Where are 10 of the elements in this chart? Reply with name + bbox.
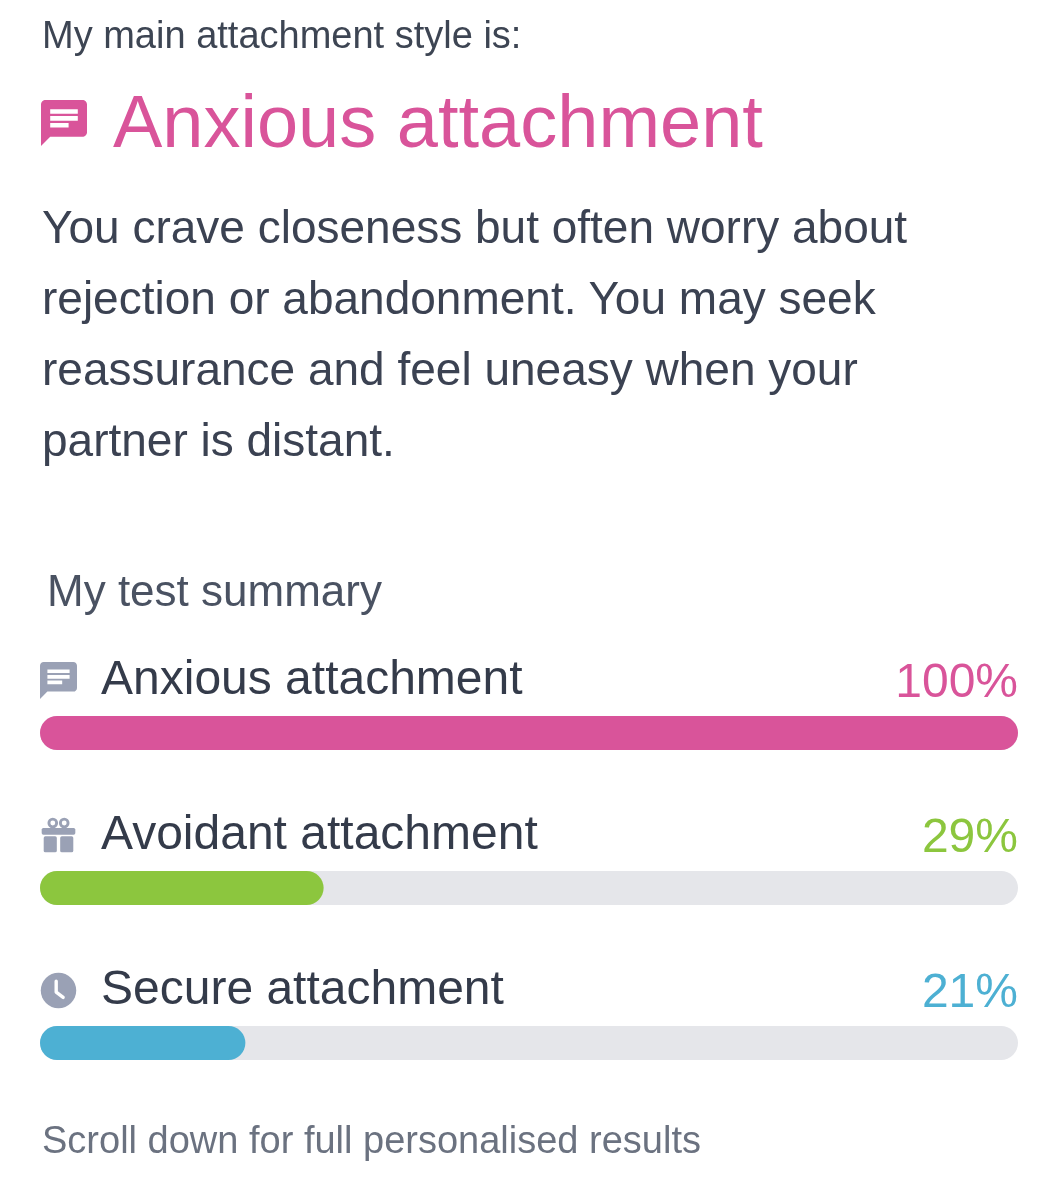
data-label: 29% xyxy=(921,808,1018,862)
text: My main attachment style is: xyxy=(42,13,522,58)
text: You crave closeness but often worry about rejection or abandonment. You may seek reassurance and feel uneasy when your partner is distant. xyxy=(42,200,909,468)
data-label: 100% xyxy=(895,653,1018,707)
chart-title: My test summary xyxy=(47,565,382,615)
y-tick-label: Secure attachment xyxy=(101,960,504,1014)
y-tick-label: Anxious attachment xyxy=(101,650,523,704)
y-tick-label: Avoidant attachment xyxy=(101,805,538,859)
data-label: 21% xyxy=(921,963,1018,1017)
text: Scroll down for full personalised results xyxy=(42,1118,701,1163)
